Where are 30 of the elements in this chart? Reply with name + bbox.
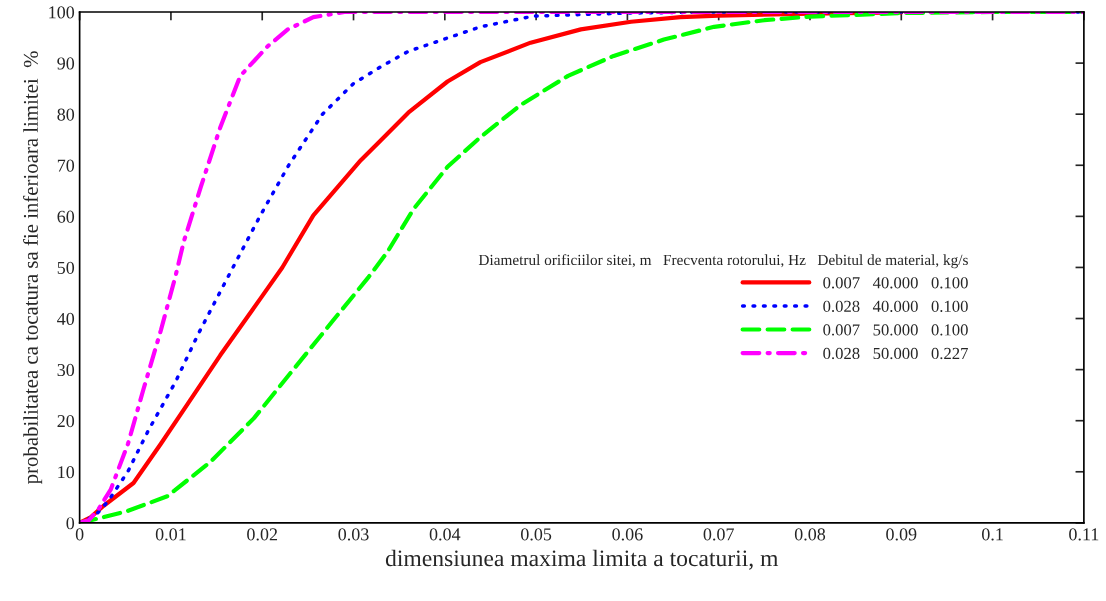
y-tick-label: 50 xyxy=(57,261,75,274)
x-tick-label: 0.04 xyxy=(429,528,461,541)
y-tick-label: 20 xyxy=(57,414,75,428)
legend-label: 0.028 50.000 0.227 xyxy=(823,347,968,360)
y-tick-label: 0 xyxy=(66,517,75,530)
x-tick-label: 0.02 xyxy=(247,528,278,541)
x-tick-label: 0.08 xyxy=(794,528,826,541)
x-tick-label: 0.01 xyxy=(155,528,186,541)
y-tick-label: 100 xyxy=(49,6,75,19)
legend-title: Diametrul orificiilor sitei, m Frecventa rotorului, Hz Debitul de material, kg/s xyxy=(478,254,968,269)
x-tick-label: 0.06 xyxy=(612,528,643,541)
x-tick-label: 0.09 xyxy=(886,528,917,541)
x-tick-label: 0.05 xyxy=(521,528,552,541)
y-tick-label: 60 xyxy=(57,210,75,223)
y-tick-label: 40 xyxy=(57,312,75,325)
y-tick-label: 70 xyxy=(57,159,75,172)
y-tick-label: 10 xyxy=(58,466,75,479)
x-tick-label: 0.07 xyxy=(703,528,734,541)
y-axis-title: probabilitatea ca tocatura sa fie inferioara limitei % xyxy=(23,51,43,485)
x-tick-label: 0.03 xyxy=(338,528,369,541)
legend-label: 0.007 40.000 0.100 xyxy=(823,277,968,289)
x-tick-label: 0 xyxy=(75,528,84,541)
x-tick-label: 0.1 xyxy=(981,528,1003,541)
x-axis-title: dimensiunea maxima limita a tocaturii, m xyxy=(385,549,779,570)
x-tick-label: 0.11 xyxy=(1069,528,1099,541)
legend-label: 0.028 40.000 0.100 xyxy=(823,300,968,313)
y-tick-label: 90 xyxy=(57,57,75,70)
y-tick-label: 80 xyxy=(57,108,75,121)
legend-label: 0.007 50.000 0.100 xyxy=(823,324,968,336)
y-tick-label: 30 xyxy=(57,363,75,377)
